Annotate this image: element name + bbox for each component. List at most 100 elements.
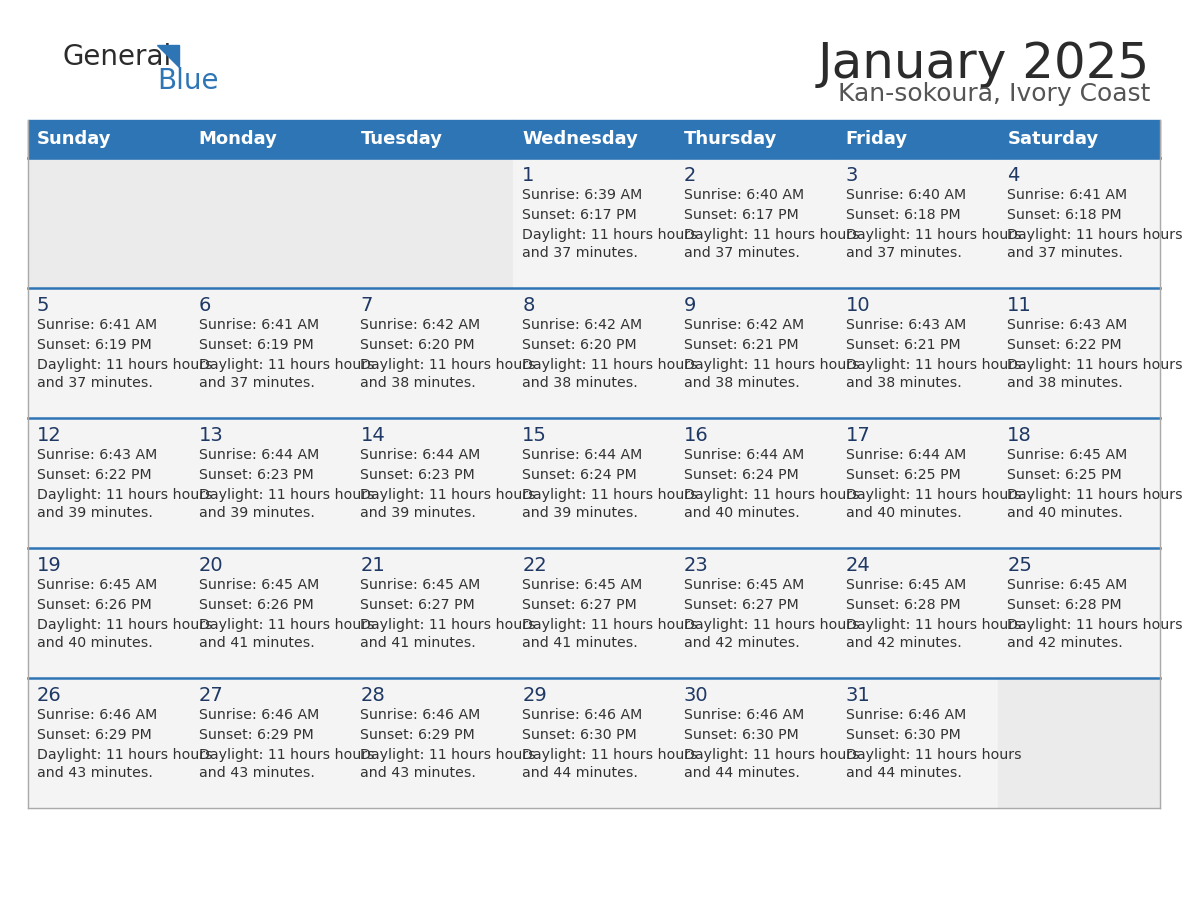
Text: Sunrise: 6:43 AM: Sunrise: 6:43 AM [846,318,966,332]
Text: Daylight: 11 hours hours: Daylight: 11 hours hours [198,748,374,762]
Text: Daylight: 11 hours hours: Daylight: 11 hours hours [523,228,697,242]
Text: Daylight: 11 hours hours: Daylight: 11 hours hours [846,228,1022,242]
Text: and 39 minutes.: and 39 minutes. [198,506,315,520]
Polygon shape [998,548,1159,678]
Text: Sunset: 6:17 PM: Sunset: 6:17 PM [523,208,637,222]
Text: Sunset: 6:26 PM: Sunset: 6:26 PM [198,598,314,612]
Text: and 41 minutes.: and 41 minutes. [523,636,638,650]
Text: Daylight: 11 hours hours: Daylight: 11 hours hours [523,618,697,632]
Polygon shape [190,678,352,808]
Text: 22: 22 [523,556,546,575]
Text: Daylight: 11 hours hours: Daylight: 11 hours hours [37,358,213,372]
Polygon shape [29,120,190,158]
Text: Friday: Friday [846,130,908,148]
Text: 18: 18 [1007,426,1032,445]
Text: Sunset: 6:21 PM: Sunset: 6:21 PM [684,338,798,352]
Text: 15: 15 [523,426,546,445]
Text: and 40 minutes.: and 40 minutes. [1007,506,1123,520]
Text: 30: 30 [684,686,708,705]
Text: Sunday: Sunday [37,130,112,148]
Text: Sunset: 6:30 PM: Sunset: 6:30 PM [846,728,960,742]
Text: Sunset: 6:25 PM: Sunset: 6:25 PM [1007,468,1121,482]
Text: Thursday: Thursday [684,130,777,148]
Text: and 39 minutes.: and 39 minutes. [523,506,638,520]
Text: Daylight: 11 hours hours: Daylight: 11 hours hours [846,358,1022,372]
Polygon shape [998,120,1159,158]
Text: Daylight: 11 hours hours: Daylight: 11 hours hours [198,618,374,632]
Text: Sunset: 6:23 PM: Sunset: 6:23 PM [198,468,314,482]
Text: and 38 minutes.: and 38 minutes. [523,376,638,390]
Text: 7: 7 [360,296,373,315]
Text: and 44 minutes.: and 44 minutes. [523,766,638,780]
Text: Sunrise: 6:43 AM: Sunrise: 6:43 AM [37,448,157,462]
Text: 9: 9 [684,296,696,315]
Text: 21: 21 [360,556,385,575]
Polygon shape [352,120,513,158]
Polygon shape [836,418,998,548]
Text: 11: 11 [1007,296,1032,315]
Text: Daylight: 11 hours hours: Daylight: 11 hours hours [846,748,1022,762]
Text: 31: 31 [846,686,871,705]
Text: Daylight: 11 hours hours: Daylight: 11 hours hours [684,488,859,502]
Polygon shape [29,418,190,548]
Text: 17: 17 [846,426,871,445]
Text: 10: 10 [846,296,870,315]
Polygon shape [675,548,836,678]
Polygon shape [836,548,998,678]
Text: 19: 19 [37,556,62,575]
Text: Tuesday: Tuesday [360,130,442,148]
Text: Sunrise: 6:41 AM: Sunrise: 6:41 AM [1007,188,1127,202]
Text: and 37 minutes.: and 37 minutes. [1007,246,1123,260]
Text: Sunrise: 6:45 AM: Sunrise: 6:45 AM [523,578,643,592]
Polygon shape [675,678,836,808]
Text: Sunset: 6:17 PM: Sunset: 6:17 PM [684,208,798,222]
Polygon shape [190,418,352,548]
Text: Sunset: 6:26 PM: Sunset: 6:26 PM [37,598,152,612]
Text: Daylight: 11 hours hours: Daylight: 11 hours hours [846,618,1022,632]
Text: Sunset: 6:25 PM: Sunset: 6:25 PM [846,468,960,482]
Text: 8: 8 [523,296,535,315]
Text: Sunrise: 6:46 AM: Sunrise: 6:46 AM [198,708,318,722]
Text: Daylight: 11 hours hours: Daylight: 11 hours hours [360,358,536,372]
Text: and 37 minutes.: and 37 minutes. [37,376,153,390]
Text: 23: 23 [684,556,708,575]
Polygon shape [513,120,675,158]
Text: and 41 minutes.: and 41 minutes. [360,636,476,650]
Text: and 37 minutes.: and 37 minutes. [846,246,961,260]
Text: 27: 27 [198,686,223,705]
Text: and 43 minutes.: and 43 minutes. [37,766,153,780]
Text: Sunrise: 6:45 AM: Sunrise: 6:45 AM [1007,578,1127,592]
Text: Sunrise: 6:40 AM: Sunrise: 6:40 AM [684,188,804,202]
Text: Sunset: 6:29 PM: Sunset: 6:29 PM [37,728,152,742]
Polygon shape [513,678,675,808]
Polygon shape [836,120,998,158]
Text: and 38 minutes.: and 38 minutes. [360,376,476,390]
Text: Daylight: 11 hours hours: Daylight: 11 hours hours [846,488,1022,502]
Text: Daylight: 11 hours hours: Daylight: 11 hours hours [523,358,697,372]
Text: Sunset: 6:29 PM: Sunset: 6:29 PM [360,728,475,742]
Polygon shape [675,158,836,288]
Text: 20: 20 [198,556,223,575]
Text: Sunset: 6:23 PM: Sunset: 6:23 PM [360,468,475,482]
Polygon shape [352,678,513,808]
Text: Sunset: 6:30 PM: Sunset: 6:30 PM [523,728,637,742]
Text: 3: 3 [846,166,858,185]
Text: Sunrise: 6:45 AM: Sunrise: 6:45 AM [37,578,157,592]
Polygon shape [836,158,998,288]
Text: Sunrise: 6:44 AM: Sunrise: 6:44 AM [846,448,966,462]
Text: Daylight: 11 hours hours: Daylight: 11 hours hours [684,618,859,632]
Text: Sunset: 6:22 PM: Sunset: 6:22 PM [37,468,152,482]
Text: Sunrise: 6:46 AM: Sunrise: 6:46 AM [684,708,804,722]
Text: Sunrise: 6:45 AM: Sunrise: 6:45 AM [198,578,318,592]
Text: Daylight: 11 hours hours: Daylight: 11 hours hours [198,358,374,372]
Text: Monday: Monday [198,130,278,148]
Text: 14: 14 [360,426,385,445]
Text: Sunset: 6:27 PM: Sunset: 6:27 PM [684,598,798,612]
Polygon shape [190,158,352,288]
Text: Sunset: 6:30 PM: Sunset: 6:30 PM [684,728,798,742]
Text: Daylight: 11 hours hours: Daylight: 11 hours hours [37,488,213,502]
Polygon shape [513,288,675,418]
Text: 4: 4 [1007,166,1019,185]
Text: Sunset: 6:27 PM: Sunset: 6:27 PM [523,598,637,612]
Text: 1: 1 [523,166,535,185]
